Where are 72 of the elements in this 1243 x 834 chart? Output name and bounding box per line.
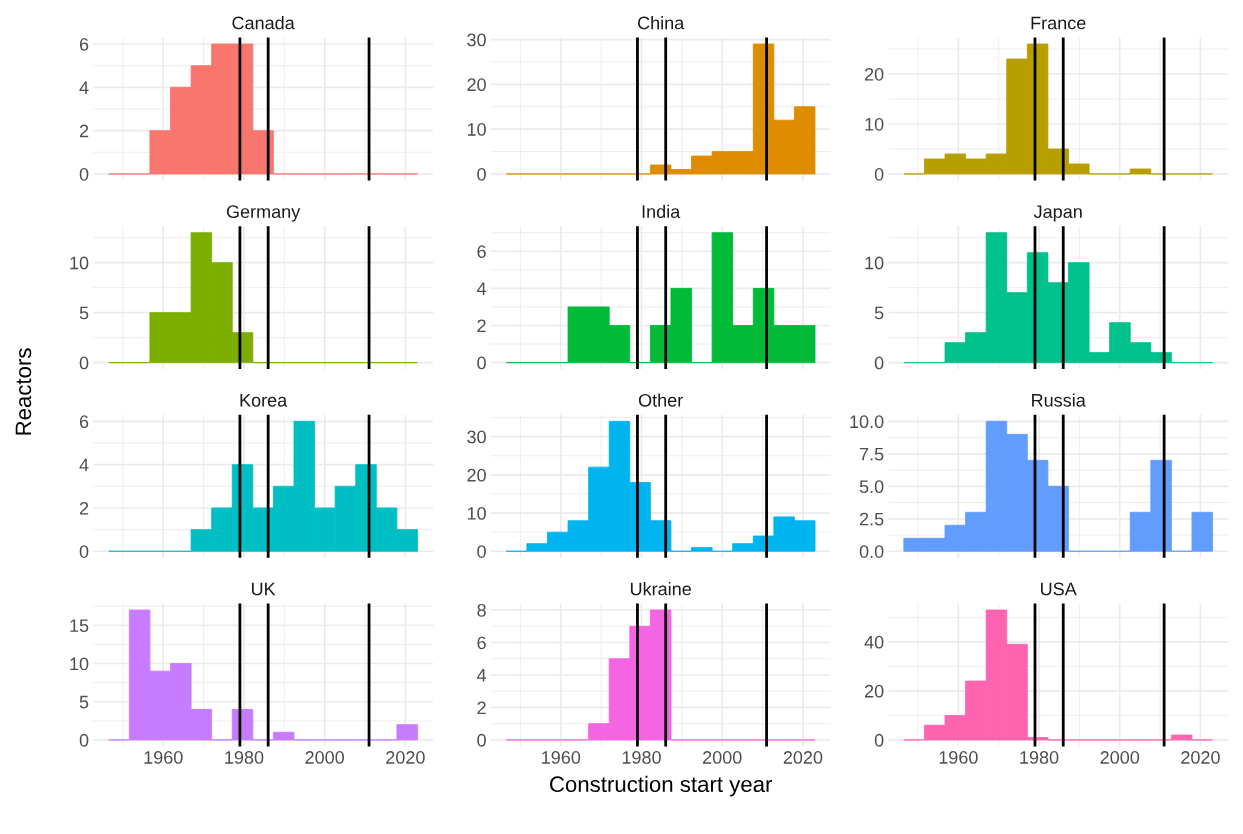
y-tick-label: 10 [70,657,89,671]
y-tick-label: 0 [79,356,89,370]
y-tick-label: 6 [477,636,486,650]
y-tick-label: 20 [467,468,486,482]
y-tick-label: 10 [467,506,486,520]
y-tick-label: 20 [864,684,884,698]
y-tick-label: 0 [874,356,884,370]
y-tick-label: 4 [476,669,487,682]
y-tick-label: 20 [864,67,884,81]
chart-title: Japan [1033,205,1082,222]
x-tick-label: 2000 [703,751,742,764]
x-tick-label: 2000 [1100,751,1140,764]
y-tick-label: 40 [864,635,884,649]
y-tick-label: 4 [79,81,89,94]
y-tick-label: 10 [467,123,486,136]
y-tick-label: 10 [865,256,884,270]
x-tick-label: 2020 [783,751,823,764]
x-tick-label: 2020 [1181,751,1220,764]
y-tick-label: 2.5 [859,512,884,526]
chart-title: Ukraine [630,582,691,596]
chart-title: Russia [1032,393,1086,407]
chart-title: China [637,16,685,30]
y-tick-label: 30 [467,430,486,444]
y-tick-label: 5.0 [859,480,884,494]
y-tick-label: 5 [79,306,89,320]
y-tick-label: 0 [79,545,89,558]
x-tick-label: 1980 [622,751,661,764]
x-tick-label: 2020 [386,751,425,764]
chart-title: Germany [226,205,301,222]
y-tick-label: 5 [874,306,884,320]
y-tick-label: 2 [79,124,89,138]
y-tick-label: 6 [79,415,89,429]
y-tick-label: 7.5 [859,447,884,461]
y-tick-label: 2 [477,319,486,333]
chart-title: Canada [232,16,295,30]
y-tick-label: 8 [477,603,486,617]
y-tick-label: 10 [70,256,89,270]
y-tick-label: 0 [79,167,89,181]
chart-title: India [642,204,681,219]
y-tick-label: 0.0 [859,545,884,558]
y-tick-label: 0 [874,733,884,747]
y-tick-label: 0 [477,545,486,558]
y-tick-label: 4 [79,458,89,472]
chart-title: France [1031,16,1086,30]
y-tick-label: 10.0 [850,415,884,429]
y-tick-label: 0 [79,733,89,747]
y-tick-label: 0 [477,733,486,747]
chart-title: USA [1041,582,1077,596]
chart-title: Korea [240,394,288,407]
x-tick-label: 1980 [225,751,264,764]
x-tick-label: 1960 [144,751,183,764]
y-tick-label: 0 [874,167,884,181]
y-tick-label: 2 [477,701,486,714]
y-tick-label: 5 [79,695,89,709]
x-tick-label: 1980 [1020,751,1059,764]
y-tick-label: 6 [477,245,486,258]
chart-title: UK [251,582,276,596]
x-tick-label: 2000 [305,751,345,764]
chart-title: Other [638,393,683,407]
y-tick-label: 20 [467,78,486,92]
y-tick-label: 10 [865,117,884,131]
y-tick-label: 2 [79,501,89,515]
y-tick-label: 4 [476,282,487,295]
y-tick-label: 6 [79,37,89,51]
x-axis-title: Construction start year [550,775,773,797]
y-tick-label: 15 [70,619,89,633]
y-axis-title: Reactors [15,348,32,435]
y-tick-label: 0 [477,167,486,181]
x-tick-label: 1960 [542,751,581,764]
x-tick-label: 1960 [939,751,978,764]
y-tick-label: 30 [467,33,486,47]
y-tick-label: 0 [477,356,486,370]
